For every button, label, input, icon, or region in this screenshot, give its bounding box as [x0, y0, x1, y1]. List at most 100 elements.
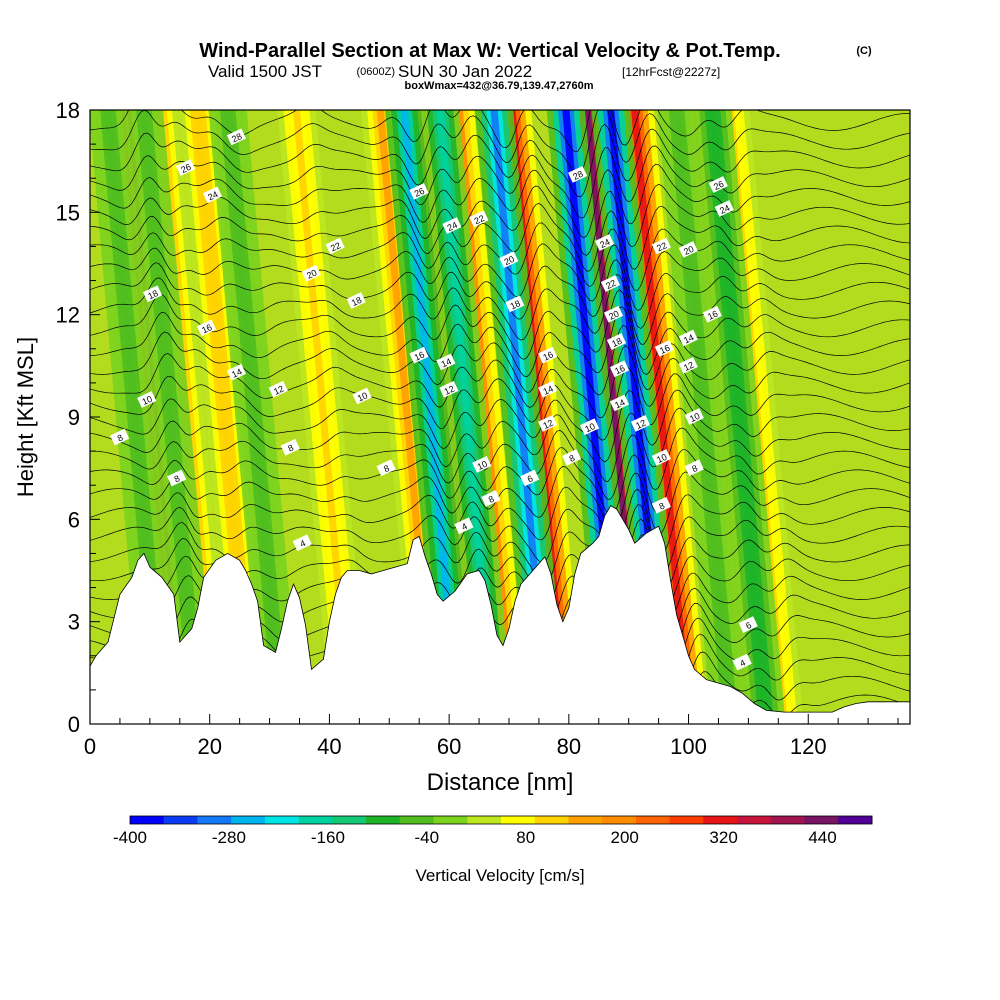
contour-label: 22: [469, 210, 489, 228]
svg-text:4: 4: [460, 521, 469, 532]
svg-text:26: 26: [179, 162, 192, 175]
terrain: [90, 505, 910, 724]
svg-text:24: 24: [598, 237, 611, 250]
contour-label: 4: [732, 653, 752, 671]
contour-label: 22: [600, 275, 621, 292]
contour-label: 16: [538, 346, 558, 364]
contour-label: 22: [325, 237, 345, 255]
theta-contour: [90, 110, 910, 176]
x-tick-label: 60: [437, 734, 461, 759]
colorbar-swatch: [770, 816, 805, 824]
svg-text:12: 12: [682, 360, 695, 373]
svg-text:12: 12: [541, 418, 554, 431]
colorbar-swatch: [433, 816, 468, 824]
contour-label: 12: [538, 414, 558, 432]
contour-label: 26: [409, 183, 429, 200]
contour-label: 12: [439, 380, 459, 398]
theta-contour: [90, 163, 910, 239]
colorbar-swatch: [197, 816, 232, 824]
theta-contour: [90, 184, 910, 256]
svg-text:14: 14: [682, 332, 695, 345]
svg-text:26: 26: [712, 179, 725, 192]
contour-label: 4: [454, 517, 474, 535]
contour-label: 16: [654, 339, 674, 357]
svg-text:10: 10: [583, 421, 596, 434]
contour-label: 10: [651, 449, 671, 466]
contour-label: 12: [678, 356, 698, 374]
svg-text:6: 6: [744, 620, 753, 631]
copyright-mark: (C): [856, 45, 872, 57]
velocity-band: [292, 110, 354, 724]
colorbar-swatch: [298, 816, 333, 824]
contour-label: 14: [678, 329, 698, 347]
svg-text:26: 26: [413, 186, 426, 199]
contour-label: 8: [376, 459, 396, 477]
colorbar-swatch: [366, 816, 401, 824]
theta-contour: [90, 466, 910, 535]
svg-text:22: 22: [604, 278, 617, 291]
contour-label: 8: [110, 428, 130, 446]
theta-contour: [90, 259, 910, 329]
contour-label: 6: [738, 616, 758, 634]
y-tick-label: 0: [68, 712, 80, 737]
contour-label: 10: [472, 455, 492, 473]
contour-label: 8: [651, 496, 671, 514]
svg-text:20: 20: [305, 268, 318, 281]
theta-contour: [90, 367, 910, 441]
contour-label: 10: [580, 418, 600, 436]
svg-text:14: 14: [613, 397, 626, 410]
plot-area: 28 26 24 22 20 18 18 16 14 12 10 10 8 8 8 8 4 4 26 24 22 20 18…: [90, 110, 910, 724]
contour-label: 12: [630, 414, 651, 432]
svg-text:4: 4: [298, 538, 307, 549]
svg-text:24: 24: [206, 189, 219, 202]
contour-label: 24: [202, 186, 223, 204]
svg-text:10: 10: [688, 411, 701, 424]
theta-contour: [90, 123, 910, 198]
contour-label: 16: [702, 305, 722, 323]
theta-contour: [90, 325, 910, 396]
svg-text:10: 10: [356, 390, 369, 403]
contour-label: 6: [520, 469, 540, 487]
colorbar-tick-label: -400: [113, 828, 147, 847]
contour-label: 28: [568, 165, 588, 183]
svg-text:16: 16: [706, 309, 719, 322]
x-tick-label: 120: [790, 734, 827, 759]
y-axis-label: Height [Kft MSL]: [13, 337, 38, 497]
contour-label: 8: [562, 449, 582, 466]
y-tick-label: 9: [68, 405, 80, 430]
y-tick-label: 3: [68, 610, 80, 635]
theta-contour: [90, 145, 910, 219]
x-tick-label: 40: [317, 734, 341, 759]
chart-title: Wind-Parallel Section at Max W: Vertical…: [199, 40, 780, 62]
colorbar-swatch: [804, 816, 839, 824]
contour-label: 18: [346, 292, 366, 309]
subtitle-box-wmax: boxWmax=432@36.79,139.47,2760m: [405, 80, 594, 92]
contour-labels: 28 26 24 22 20 18 18 16 14 12 10 10 8 8 8 8 4 4 26 24 22 20 18…: [110, 128, 758, 671]
svg-text:8: 8: [657, 501, 666, 512]
colorbar-swatch: [231, 816, 266, 824]
contour-label: 26: [708, 176, 728, 193]
contour-label: 16: [609, 360, 630, 378]
colorbar-tick-label: 80: [516, 828, 535, 847]
svg-text:8: 8: [173, 473, 182, 484]
colorbar-tick-label: 320: [709, 828, 737, 847]
contour-label: 14: [538, 380, 558, 398]
contour-label: 10: [684, 408, 704, 425]
contour-label: 24: [442, 217, 462, 234]
colorbar-swatch: [163, 816, 198, 824]
x-tick-label: 80: [557, 734, 581, 759]
svg-text:8: 8: [568, 453, 577, 464]
x-tick-label: 100: [670, 734, 707, 759]
contour-label: 28: [226, 128, 246, 146]
contour-label: 20: [499, 251, 519, 269]
y-tick-label: 15: [56, 200, 80, 225]
svg-text:18: 18: [509, 298, 522, 311]
svg-text:4: 4: [738, 657, 747, 668]
contour-label: 16: [409, 346, 429, 364]
colorbar-swatch: [399, 816, 434, 824]
svg-text:14: 14: [541, 384, 554, 397]
colorbar-swatch: [635, 816, 671, 824]
contour-label: 24: [594, 234, 615, 251]
svg-text:12: 12: [634, 418, 647, 431]
